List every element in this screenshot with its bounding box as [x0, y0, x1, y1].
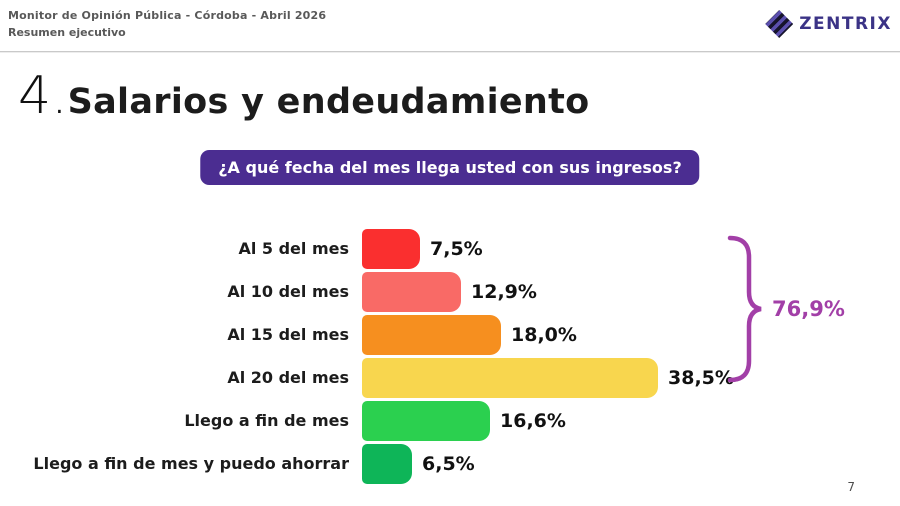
- category-label: Al 5 del mes: [238, 239, 349, 258]
- chart-row: Llego a fin de mes y puedo ahorrar 6,5%: [0, 442, 900, 485]
- value-label: 16,6%: [500, 409, 566, 432]
- bar: [362, 443, 412, 484]
- bar: [362, 357, 658, 398]
- report-subtitle: Resumen ejecutivo: [8, 26, 126, 39]
- category-label: Llego a fin de mes y puedo ahorrar: [33, 454, 349, 473]
- value-label: 6,5%: [422, 452, 475, 475]
- slide-title-text: Salarios y endeudamiento: [67, 82, 590, 122]
- chart-row: Al 10 del mes 12,9%: [0, 270, 900, 313]
- group-annotation: 76,9%: [726, 234, 845, 384]
- header: Monitor de Opinión Pública - Córdoba - A…: [0, 0, 900, 53]
- bar: [362, 400, 490, 441]
- category-label: Llego a fin de mes: [184, 411, 349, 430]
- header-divider: [0, 51, 900, 53]
- bar-chart: Al 5 del mes 7,5% Al 10 del mes 12,9% Al…: [0, 227, 900, 485]
- value-label: 12,9%: [471, 280, 537, 303]
- category-label: Al 10 del mes: [227, 282, 349, 301]
- category-label: Al 20 del mes: [227, 368, 349, 387]
- value-label: 18,0%: [511, 323, 577, 346]
- bar: [362, 271, 461, 312]
- zentrix-logo-icon: [765, 10, 794, 38]
- bar: [362, 314, 501, 355]
- header-text: Monitor de Opinión Pública - Córdoba - A…: [8, 9, 326, 39]
- brand-name: ZENTRIX: [799, 14, 892, 34]
- report-title: Monitor de Opinión Pública - Córdoba - A…: [8, 9, 327, 22]
- value-label: 7,5%: [430, 237, 483, 260]
- brand-logo: ZENTRIX: [765, 10, 892, 38]
- question-badge: ¿A qué fecha del mes llega usted con sus…: [200, 150, 700, 185]
- slide-number: 4.: [18, 66, 68, 126]
- chart-row: Al 20 del mes 38,5%: [0, 356, 900, 399]
- chart-row: Al 5 del mes 7,5%: [0, 227, 900, 270]
- category-label: Al 15 del mes: [227, 325, 349, 344]
- curly-brace-icon: [727, 235, 762, 383]
- slide-title: 4. Salarios y endeudamiento: [18, 70, 590, 122]
- value-label: 38,5%: [668, 366, 734, 389]
- bar: [362, 228, 420, 269]
- group-total-label: 76,9%: [772, 297, 845, 321]
- chart-row: Al 15 del mes 18,0%: [0, 313, 900, 356]
- chart-row: Llego a fin de mes 16,6%: [0, 399, 900, 442]
- page-number: 7: [847, 480, 855, 494]
